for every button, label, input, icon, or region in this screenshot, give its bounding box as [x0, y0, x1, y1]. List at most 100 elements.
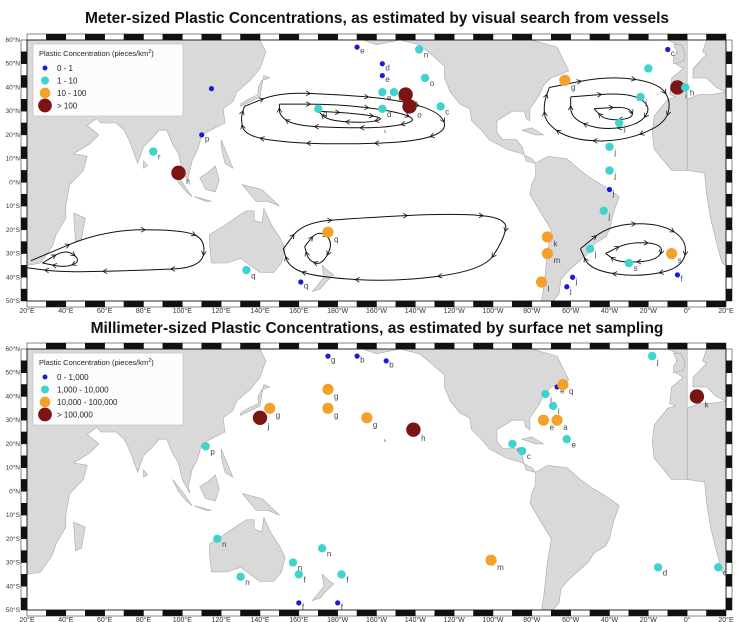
frame-segment — [725, 122, 733, 136]
lat-tick-label: 30°N — [5, 416, 20, 424]
frame-segment — [220, 33, 241, 41]
frame-segment — [512, 342, 533, 350]
landmass — [311, 573, 335, 602]
gyre-current-line — [304, 232, 332, 267]
legend-entry-label: 10,000 - 100,000 — [57, 398, 118, 407]
frame-segment — [20, 51, 28, 64]
frame-segment — [492, 300, 513, 308]
frame-segment — [20, 134, 28, 148]
sample-source-label: d — [387, 110, 391, 119]
frame-segment — [162, 609, 183, 617]
lon-tick-label: 80°E — [136, 307, 152, 315]
frame-segment — [20, 241, 28, 254]
frame-segment — [143, 342, 164, 350]
frame-segment — [20, 419, 28, 433]
sample-source-label: m — [497, 563, 504, 572]
frame-segment — [356, 609, 377, 617]
frame-segment — [551, 342, 571, 350]
frame-segment — [143, 609, 164, 617]
concentration-marker — [322, 226, 334, 238]
map-border — [26, 39, 727, 302]
frame-segment — [318, 609, 338, 617]
frame-segment — [20, 360, 28, 373]
frame-segment — [240, 300, 261, 308]
frame-segment — [20, 443, 28, 457]
frame-segment — [20, 491, 28, 504]
landmass — [193, 505, 212, 511]
map-title-millimeter: Millimeter-sized Plastic Concentrations,… — [90, 320, 664, 337]
concentration-marker — [379, 72, 385, 79]
frame-segment — [725, 265, 733, 278]
concentration-marker — [648, 351, 657, 361]
lon-tick-label: 20°E — [718, 307, 734, 315]
sample-source-label: n — [222, 540, 226, 549]
concentration-marker — [208, 86, 215, 92]
frame-segment — [65, 300, 86, 308]
frame-segment — [259, 342, 280, 350]
legend-title: Plastic Concentration (pieces/km2) — [39, 49, 154, 58]
sample-source-label: g — [334, 392, 338, 401]
concentration-marker — [551, 414, 563, 426]
landmass — [673, 353, 686, 374]
sample-source-label: s — [634, 264, 638, 273]
frame-segment — [628, 33, 649, 41]
landmass — [73, 521, 86, 552]
frame-segment — [123, 33, 144, 41]
frame-segment — [20, 408, 28, 421]
lat-tick-label: 40°N — [5, 83, 20, 91]
frame-segment — [20, 146, 28, 159]
concentration-marker — [398, 87, 413, 102]
frame-segment — [725, 514, 733, 528]
sample-source-label: p — [210, 447, 215, 456]
sample-source-label: c — [527, 452, 531, 461]
lon-tick-label: 0° — [684, 307, 691, 315]
frame-segment — [318, 342, 338, 350]
concentration-marker — [562, 434, 571, 444]
frame-segment — [551, 609, 571, 617]
lon-tick-label: 0° — [684, 616, 691, 622]
sample-source-label: q — [334, 235, 338, 244]
landmass — [241, 184, 280, 207]
landmass — [193, 196, 212, 202]
lon-tick-label: 120°W — [444, 616, 465, 622]
landmass — [686, 40, 726, 266]
gyre-current-line — [317, 109, 381, 125]
frame-segment — [628, 300, 649, 308]
frame-segment — [686, 33, 707, 41]
lon-tick-label: 20°E — [19, 307, 35, 315]
legend-entry-label: > 100 — [57, 102, 78, 111]
legend-entry-label: 0 - 1,000 — [57, 373, 89, 382]
frame-segment — [356, 300, 377, 308]
concentration-marker — [485, 554, 497, 566]
frame-segment — [725, 253, 733, 266]
lat-tick-label: 10°S — [6, 202, 21, 210]
frame-segment — [609, 33, 630, 41]
frame-segment — [609, 609, 630, 617]
lon-tick-label: 60°E — [97, 616, 113, 622]
frame-segment — [648, 342, 668, 350]
frame-segment — [20, 265, 28, 278]
concentration-marker — [252, 410, 268, 426]
legend-title-superscript: 2 — [148, 358, 151, 364]
lat-tick-label: 40°S — [6, 273, 21, 281]
concentration-marker — [379, 61, 385, 67]
frame-segment — [725, 502, 733, 516]
landmass — [199, 474, 220, 502]
legend-entry-label: > 100,000 — [57, 411, 93, 420]
frame-segment — [259, 609, 280, 617]
lon-tick-label: 60°W — [562, 307, 580, 315]
sample-source-label: j — [656, 357, 659, 366]
concentration-marker — [149, 147, 158, 156]
legend-entry-label: 0 - 1 — [57, 64, 74, 73]
frame-segment — [725, 39, 733, 53]
frame-segment — [725, 288, 733, 302]
landmass — [362, 40, 570, 164]
frame-segment — [725, 51, 733, 64]
frame-segment — [46, 342, 67, 350]
frame-segment — [725, 597, 733, 611]
lon-tick-label: 20°W — [640, 616, 658, 622]
landmass — [529, 464, 620, 610]
frame-segment — [20, 158, 28, 171]
frame-segment — [20, 253, 28, 266]
frame-segment — [725, 431, 733, 445]
